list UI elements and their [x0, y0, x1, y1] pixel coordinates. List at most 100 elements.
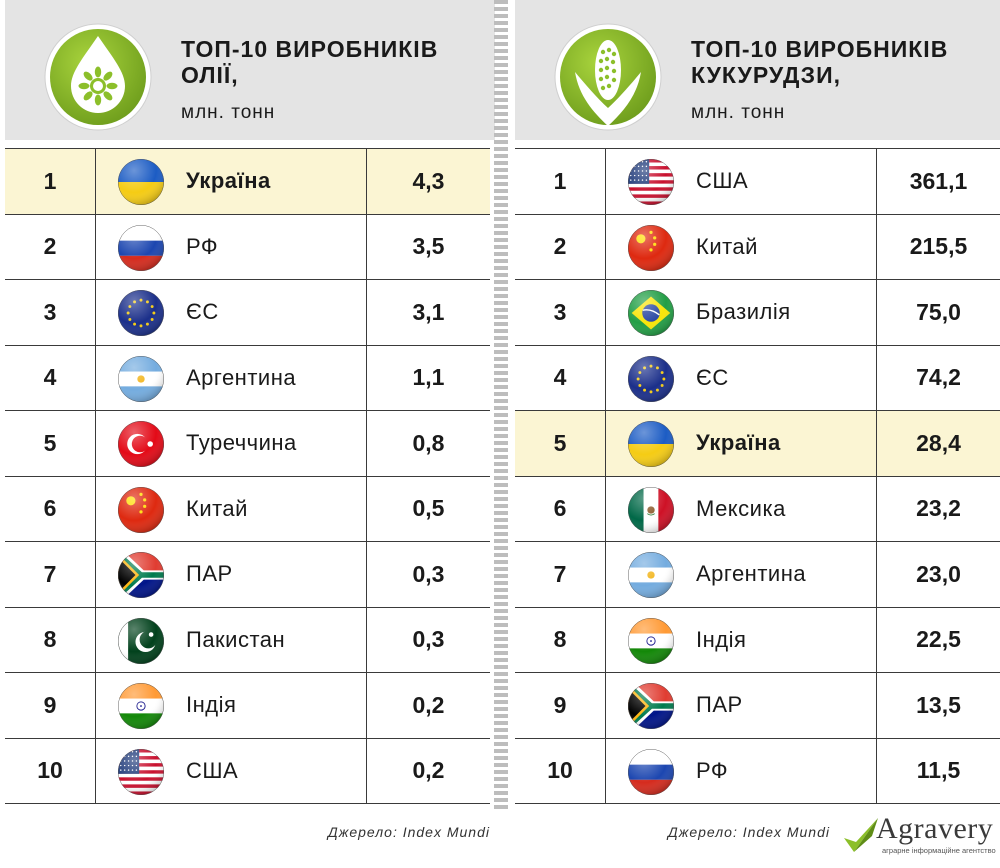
rank-label: 1: [553, 167, 567, 194]
value-label: 74,2: [916, 364, 961, 391]
value-label: 0,5: [412, 495, 445, 522]
rank-label: 10: [547, 757, 573, 784]
flag-india-icon: [628, 617, 674, 664]
country-name: США: [186, 757, 239, 783]
panel-title: ТОП-10 ВИРОБНИКІВ КУКУРУДЗИ,: [691, 36, 949, 88]
table-row: 10 США 0,2: [5, 738, 490, 804]
country-name: Пакистан: [186, 626, 286, 652]
value-label: 0,2: [412, 691, 445, 718]
flag-eu-icon: [118, 290, 164, 336]
source-note: Джерело: Index Mundi: [667, 824, 830, 840]
flag-china-icon: [628, 224, 674, 271]
country-cell: Китай: [605, 214, 877, 279]
flag-eu-icon: [628, 355, 674, 402]
flag-south-africa-icon: [118, 552, 164, 598]
value-label: 23,0: [916, 560, 961, 587]
rank-label: 9: [553, 691, 567, 718]
country-name: ПАР: [696, 692, 743, 718]
flag-argentina-icon: [118, 355, 164, 402]
flag-russia-icon: [118, 224, 164, 271]
table-row: 4 ЄС 74,2: [515, 345, 1000, 411]
rank-label: 5: [553, 429, 567, 456]
value-label: 28,4: [916, 429, 961, 456]
rank-label: 2: [553, 233, 567, 260]
value-label: 0,3: [412, 560, 445, 587]
table-row: 10 РФ 11,5: [515, 738, 1000, 804]
flag-argentina-icon: [628, 552, 674, 598]
oil-table: 1 Україна 4,3 2 РФ 3,5 3 ЄС 3,1 4 Аргентина 1,1 5 Тур…: [5, 148, 490, 804]
flag-ukraine-icon: [628, 421, 674, 467]
agravery-logo: Agravery аграрне інформаційне агентство: [842, 812, 997, 862]
country-name: Бразилія: [696, 299, 791, 325]
value-label: 215,5: [909, 233, 968, 260]
country-cell: ПАР: [605, 673, 877, 738]
flag-south-africa-icon: [628, 683, 674, 729]
value-label: 11,5: [916, 757, 961, 784]
country-cell: РФ: [605, 738, 877, 803]
country-cell: Пакистан: [95, 607, 367, 672]
country-cell: Україна: [95, 149, 367, 214]
country-cell: Китай: [95, 476, 367, 541]
country-name: Мексика: [696, 495, 786, 521]
table-row: 1 Україна 4,3: [5, 149, 490, 215]
value-label: 361,1: [909, 167, 968, 194]
rank-label: 8: [43, 626, 57, 653]
value-label: 22,5: [916, 626, 961, 653]
corn-producers-panel: ТОП-10 ВИРОБНИКІВ КУКУРУДЗИ, млн. тонн 1…: [515, 0, 1000, 804]
country-cell: РФ: [95, 214, 367, 279]
country-cell: США: [605, 149, 877, 214]
table-row: 7 Аргентина 23,0: [515, 542, 1000, 608]
rank-label: 1: [43, 167, 57, 194]
country-cell: Аргентина: [605, 542, 877, 607]
flag-brazil-icon: [628, 290, 674, 336]
table-row: 3 ЄС 3,1: [5, 280, 490, 346]
flag-india-icon: [118, 683, 164, 729]
value-label: 3,1: [412, 298, 445, 325]
flag-russia-icon: [628, 748, 674, 795]
value-label: 0,3: [412, 626, 445, 653]
table-row: 4 Аргентина 1,1: [5, 345, 490, 411]
rank-label: 10: [37, 757, 63, 784]
table-row: 3 Бразилія 75,0: [515, 280, 1000, 346]
panel-unit: млн. тонн: [181, 102, 276, 123]
table-row: 5 Туреччина 0,8: [5, 411, 490, 477]
corn-icon: [554, 23, 662, 131]
table-row: 9 ПАР 13,5: [515, 673, 1000, 739]
country-cell: Туреччина: [95, 411, 367, 476]
panel-title: ТОП-10 ВИРОБНИКІВ ОЛІЇ,: [181, 36, 439, 88]
flag-ukraine-icon: [118, 159, 164, 205]
rank-label: 6: [553, 495, 567, 522]
country-name: Китай: [186, 495, 248, 521]
source-note: Джерело: Index Mundi: [327, 824, 490, 840]
rank-label: 5: [43, 429, 57, 456]
value-label: 23,2: [916, 495, 961, 522]
rank-label: 7: [43, 560, 57, 587]
table-row: 1 США 361,1: [515, 149, 1000, 215]
country-name: Туреччина: [186, 430, 297, 456]
country-cell: Аргентина: [95, 345, 367, 410]
country-name: Аргентина: [186, 364, 297, 390]
corn-table: 1 США 361,1 2 Китай 215,5 3 Бразилія 75,0 4 ЄС 74,2…: [515, 148, 1000, 804]
sunflower-oil-drop-icon: [44, 23, 152, 131]
checkmark-leaf-icon: [844, 818, 878, 852]
table-row: 6 Китай 0,5: [5, 476, 490, 542]
logo-wordmark: Agravery: [876, 812, 994, 845]
table-row: 7 ПАР 0,3: [5, 542, 490, 608]
rank-label: 3: [553, 298, 567, 325]
rank-label: 6: [43, 495, 57, 522]
flag-mexico-icon: [628, 486, 674, 533]
flag-china-icon: [118, 486, 164, 533]
country-cell: Мексика: [605, 476, 877, 541]
oil-producers-panel: ТОП-10 ВИРОБНИКІВ ОЛІЇ, млн. тонн 1 Украї…: [5, 0, 495, 804]
flag-usa-icon: [118, 748, 164, 795]
country-cell: Індія: [605, 607, 877, 672]
country-name: Індія: [186, 692, 237, 718]
rank-label: 7: [553, 560, 567, 587]
flag-pakistan-icon: [118, 617, 164, 664]
country-name: РФ: [186, 233, 219, 259]
rank-label: 2: [43, 233, 57, 260]
value-label: 0,2: [412, 757, 445, 784]
panel-divider: [494, 0, 508, 812]
panel-header: ТОП-10 ВИРОБНИКІВ КУКУРУДЗИ, млн. тонн: [515, 0, 1000, 140]
country-name: ПАР: [186, 561, 233, 587]
